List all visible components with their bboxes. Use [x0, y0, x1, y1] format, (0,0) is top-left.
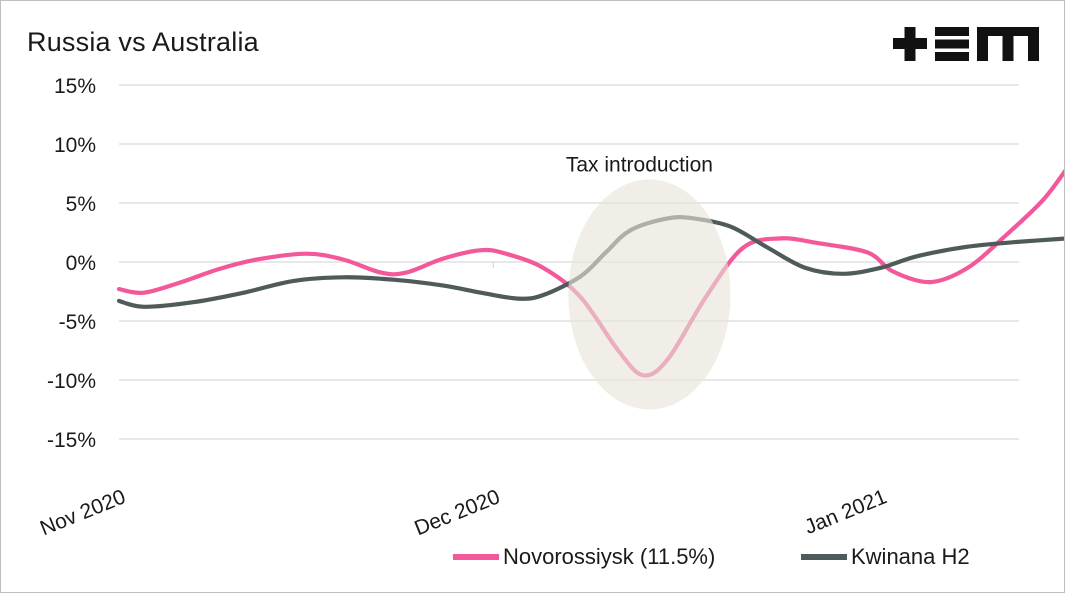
y-tick-label: 15%: [54, 75, 96, 98]
tax-introduction-highlight: [568, 179, 731, 410]
x-tick-label: Dec 2020: [411, 485, 503, 540]
y-tick-label: 10%: [54, 134, 96, 157]
x-tick-label: Nov 2020: [37, 485, 129, 540]
y-tick-label: 5%: [66, 193, 96, 216]
x-tick-label: Jan 2021: [801, 485, 890, 539]
y-tick-label: 0%: [66, 252, 96, 275]
tem-logo: [893, 27, 1039, 61]
annotation-label: Tax introduction: [566, 153, 713, 176]
chart-title: Russia vs Australia: [27, 27, 259, 57]
y-tick-label: -15%: [47, 429, 96, 452]
y-tick-label: -10%: [47, 370, 96, 393]
y-tick-label: -5%: [59, 311, 96, 334]
